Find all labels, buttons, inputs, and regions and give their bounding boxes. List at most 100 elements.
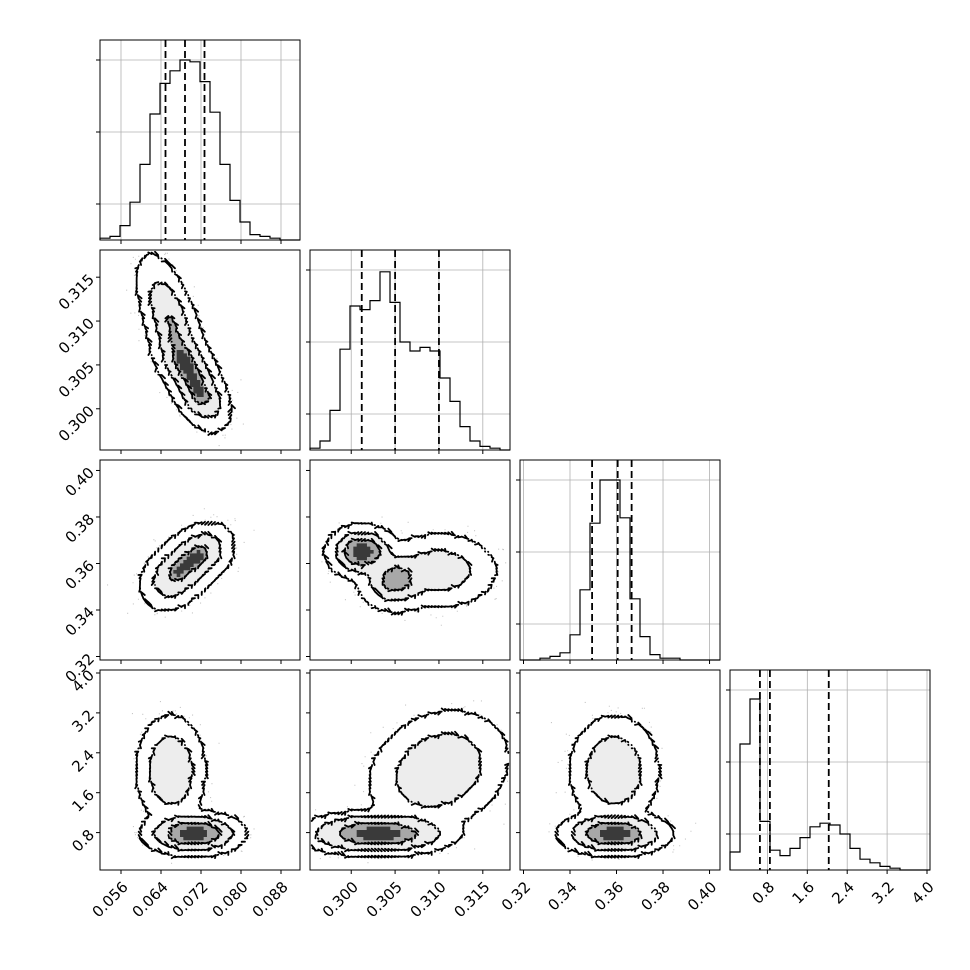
panel-frame (729, 669, 931, 871)
contour-line-2 (147, 734, 236, 852)
x-tick-label: 0.305 (363, 878, 406, 921)
density-fill-inner (586, 823, 641, 844)
histogram-steps (99, 59, 300, 241)
panel-frame (99, 39, 301, 241)
panel-content (548, 701, 697, 861)
x-tick-label: 0.32 (498, 878, 534, 914)
density-fill-peak (356, 826, 401, 841)
y-tick-label: 0.40 (62, 464, 98, 500)
contour-line-2 (147, 281, 223, 419)
density-fill-inner (170, 823, 221, 844)
histogram-panel-1 (96, 39, 301, 241)
contour-line-3 (167, 544, 210, 583)
x-tick-label: 0.8 (749, 878, 779, 908)
x-tick-label: 4.0 (908, 878, 938, 908)
y-tick-label: 0.310 (55, 314, 98, 357)
contour-line-1 (321, 521, 499, 616)
density-fill-peak (173, 550, 204, 577)
density-fill-mid (150, 736, 234, 851)
density-fill-outer (136, 713, 247, 857)
contour-line-3 (584, 821, 643, 846)
panel-frame (99, 669, 301, 871)
scatter-panel-1-3 (99, 459, 301, 661)
panel-frame (309, 669, 511, 871)
contour-line-3 (164, 315, 213, 406)
density-fill-outer (323, 523, 497, 614)
density-fill-outer (556, 716, 674, 857)
x-tick-label: 0.315 (450, 878, 493, 921)
contour-line-1 (310, 707, 510, 859)
x-tick-label: 0.310 (407, 878, 450, 921)
contour-line-3 (341, 537, 413, 593)
panel-content (131, 701, 255, 864)
y-tick-label: 3.2 (68, 706, 98, 736)
x-tick-label: 0.40 (684, 878, 720, 914)
contour-line-1 (137, 520, 236, 613)
contour-line-2 (150, 530, 223, 599)
y-tick-label: 0.38 (62, 510, 98, 546)
density-fill-outer (136, 253, 234, 434)
density-fill-mid (316, 733, 481, 851)
x-tick-label: 1.6 (788, 878, 818, 908)
x-tick-label: 0.38 (637, 878, 673, 914)
density-fill-mid (153, 533, 221, 597)
density-fill-peak (180, 826, 207, 841)
x-tick-label: 2.4 (828, 878, 858, 908)
x-tick-label: 0.080 (209, 878, 252, 921)
density-fill-peak (600, 826, 631, 841)
panel-content (321, 516, 507, 626)
histogram-background (730, 670, 930, 870)
y-tick-label: 0.36 (62, 557, 98, 593)
density-fill-inner (340, 823, 417, 844)
histogram-panel-4 (726, 669, 931, 871)
scatter-panel-1-2 (99, 249, 301, 451)
contour-line-1 (554, 714, 676, 859)
density-fill-inner (343, 540, 411, 591)
scatter-panel-2-3 (309, 459, 511, 661)
y-tick-label: 0.34 (62, 603, 98, 639)
y-tick-label: 2.4 (68, 746, 98, 776)
x-tick-label: 3.2 (868, 878, 898, 908)
density-fill-mid (573, 736, 657, 851)
x-tick-label: 0.34 (544, 878, 580, 914)
panel-frame (309, 249, 511, 451)
y-tick-label: 0.305 (55, 358, 98, 401)
density-fill-outer (140, 523, 234, 611)
x-tick-label: 0.056 (89, 878, 132, 921)
x-tick-label: 0.300 (319, 878, 362, 921)
x-tick-label: 0.36 (591, 878, 627, 914)
scatter-panel-1-4 (99, 669, 301, 871)
panel-frame (99, 249, 301, 451)
histogram-steps (520, 479, 720, 661)
panel-content (126, 250, 244, 447)
y-tick-label: 0.300 (55, 402, 98, 445)
contour-line-2 (314, 730, 483, 853)
histogram-panel-2 (306, 249, 511, 451)
contour-line-2 (334, 530, 473, 603)
density-fill-peak (176, 350, 204, 397)
panel-frame (519, 669, 721, 871)
histogram-steps (309, 271, 510, 451)
panel-frame (99, 459, 301, 661)
contour-line-1 (134, 710, 250, 860)
panel-content (107, 508, 255, 618)
x-tick-label: 0.064 (129, 878, 172, 921)
density-fill-peak (353, 543, 374, 561)
contour-line-1 (134, 250, 236, 436)
density-fill-outer (310, 710, 510, 857)
scatter-panel-3-4 (519, 669, 721, 871)
y-tick-label: 1.6 (68, 786, 98, 816)
scatter-panel-2-4 (309, 669, 511, 871)
y-tick-label: 0.8 (68, 826, 98, 856)
x-tick-label: 0.088 (249, 878, 292, 921)
x-tick-label: 0.072 (169, 878, 212, 921)
panel-frame (519, 459, 721, 661)
y-tick-label: 0.315 (55, 270, 98, 313)
contour-line-2 (570, 734, 659, 853)
histogram-panel-3 (516, 459, 721, 661)
contour-line-3 (167, 820, 223, 846)
panel-content (310, 700, 510, 864)
density-fill-inner (166, 316, 211, 404)
contour-line-3 (338, 820, 420, 846)
